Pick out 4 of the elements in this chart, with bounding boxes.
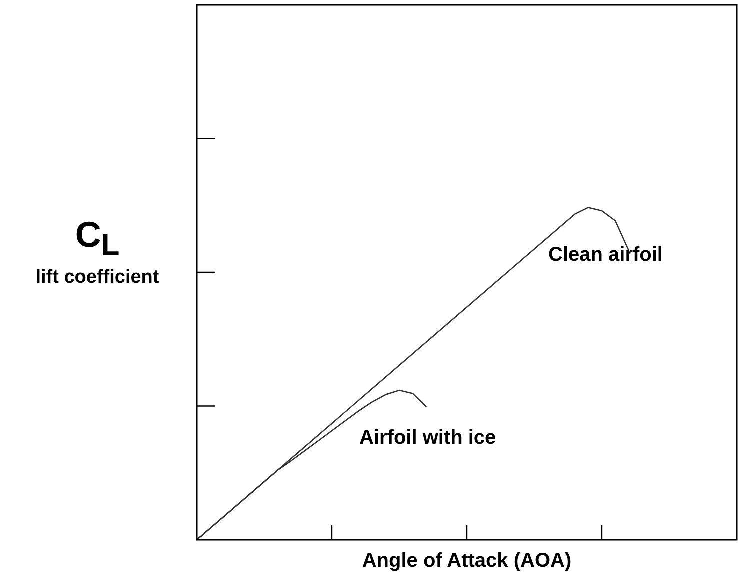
series-label: Clean airfoil bbox=[548, 244, 663, 266]
y-axis-title: C$_{L}$ lift coefficient bbox=[34, 214, 160, 290]
series-label: Airfoil with ice bbox=[360, 426, 496, 449]
x-axis-title: Angle of Attack (AOA) bbox=[361, 550, 573, 573]
